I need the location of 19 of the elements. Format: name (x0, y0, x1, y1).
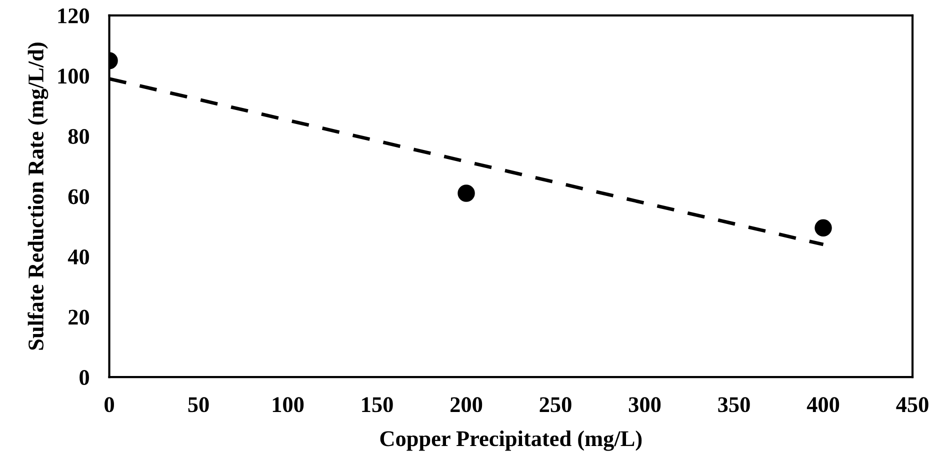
x-tick-label: 350 (718, 397, 750, 412)
x-tick-label: 100 (272, 397, 304, 412)
y-tick-label: 100 (58, 68, 89, 84)
x-tick-label: 50 (188, 397, 209, 412)
y-axis-title: Sulfate Reduction Rate (mg/L/d) (28, 42, 48, 350)
y-tick-label: 20 (68, 310, 89, 325)
x-tick-label: 300 (628, 397, 661, 412)
y-tick-label: 120 (58, 8, 89, 24)
y-tick-label: 60 (68, 189, 89, 204)
y-tick-label: 0 (80, 370, 89, 386)
x-tick-label: 250 (540, 397, 572, 412)
x-tick-label: 450 (896, 397, 928, 412)
x-tick-label: 200 (450, 397, 482, 412)
x-axis-title: Copper Precipitated (mg/L) (380, 430, 642, 451)
x-tick-label: 400 (806, 397, 840, 412)
x-tick-label: 0 (104, 397, 114, 412)
x-tick-label: 150 (362, 397, 393, 412)
y-tick-label: 40 (68, 249, 89, 264)
y-tick-label: 80 (68, 128, 89, 144)
